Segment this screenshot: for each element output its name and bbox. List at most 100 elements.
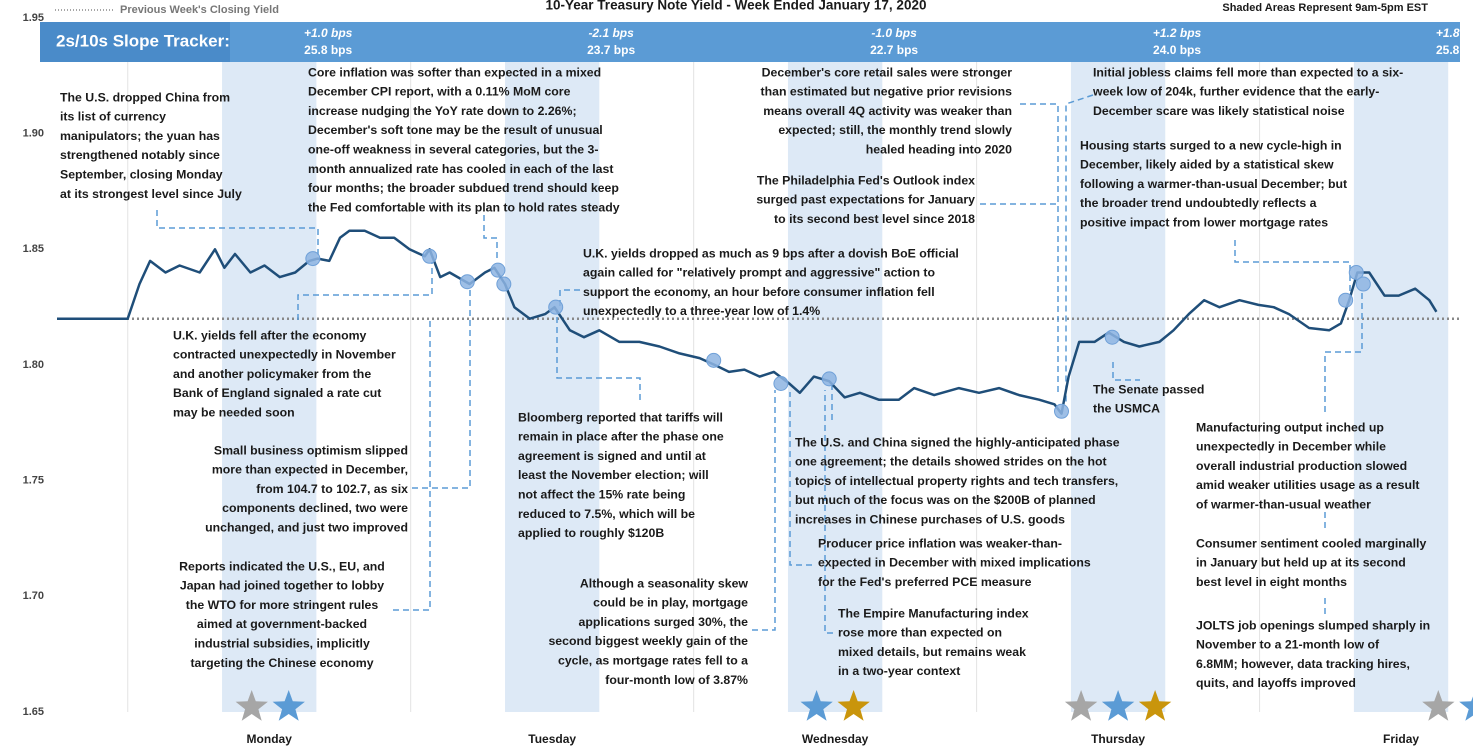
event-point <box>496 276 512 292</box>
foreground-layer: Monday +1.0 bps 25.8 bps Tuesday -2.1 bps 23.… <box>23 9 1473 746</box>
annotation-line: more than expected in December, <box>212 463 408 477</box>
annotation-line: for the Fed's preferred PCE measure <box>818 575 1032 589</box>
event-point <box>459 274 475 290</box>
annotation-line: could be in play, mortgage <box>593 596 748 610</box>
annotation-line: week low of 204k, further evidence that … <box>1092 85 1379 99</box>
annotation-line: Producer price inflation was weaker-than… <box>818 536 1062 550</box>
annotation-line: not affect the 15% rate being <box>518 487 685 501</box>
annotation-line: Consumer sentiment cooled marginally <box>1196 536 1426 550</box>
annotation-line: Japan had joined together to lobby <box>180 579 384 593</box>
annotation-line: to its second best level since 2018 <box>774 212 975 226</box>
star <box>1138 690 1172 721</box>
leader-line <box>789 392 812 566</box>
annotation-line: Bloomberg reported that tariffs will <box>518 410 723 424</box>
annotation-line: Initial jobless claims fell more than ex… <box>1093 65 1403 79</box>
star <box>1422 690 1455 721</box>
annotation-line: increase nudging the YoY rate down to 2.… <box>308 104 577 118</box>
y-tick-label: 1.90 <box>23 128 44 140</box>
annotation-line: Housing starts surged to a new cycle-hig… <box>1080 138 1342 152</box>
event-point <box>548 299 564 315</box>
leader-line <box>297 262 433 320</box>
annotation-line: increases in Chinese purchases of U.S. g… <box>795 512 1065 526</box>
annotation-line: JOLTS job openings slumped sharply in <box>1196 618 1430 632</box>
annotation-line: means overall 4Q activity was weaker tha… <box>763 104 1012 118</box>
annotation-line: four-month low of 3.87% <box>605 673 748 687</box>
leader-line <box>824 390 833 634</box>
slope-change: +1.8 bps <box>1436 26 1473 40</box>
chart-title: 10-Year Treasury Note Yield - Week Ended… <box>546 0 927 13</box>
annotation-line: positive impact from lower mortgage rate… <box>1080 215 1328 229</box>
annotation-line: manipulators; the yuan has <box>60 129 220 143</box>
annotation-line: one-off weakness in several categories, … <box>308 142 598 156</box>
annotation-line: may be needed soon <box>173 405 295 419</box>
annotation-line: September, closing Monday <box>60 167 223 181</box>
annotation-line: mixed details, but remains weak <box>838 645 1026 659</box>
annotation-line: quits, and layoffs improved <box>1196 676 1356 690</box>
annotation-line: unexpectedly in December while <box>1196 440 1386 454</box>
annotation-line: at its strongest level since July <box>60 187 242 201</box>
annotation-line: in January but held up at its second <box>1196 556 1406 570</box>
leader-line <box>1234 240 1351 292</box>
annotation-line: December scare was likely statistical no… <box>1093 104 1345 118</box>
leader-line <box>1112 362 1140 381</box>
session-shading <box>222 22 317 712</box>
annotation-line: topics of intellectual property rights a… <box>795 474 1118 488</box>
event-point <box>1338 292 1354 308</box>
annotation-line: rose more than expected on <box>838 626 1002 640</box>
annotation-line: in a two-year context <box>838 664 960 678</box>
leader-line <box>1020 103 1059 395</box>
annotation-line: surged past expectations for January <box>756 193 975 207</box>
y-tick-label: 1.80 <box>23 359 44 371</box>
star <box>837 690 870 721</box>
event-point <box>490 262 506 278</box>
annotation-line: second biggest weekly gain of the <box>548 634 748 648</box>
annotation-line: of warmer-than-usual weather <box>1196 497 1371 511</box>
event-point <box>305 251 321 267</box>
annotation-line: components declined, two were <box>222 501 408 515</box>
annotation-line: amid weaker utilities usage as a result <box>1196 478 1420 492</box>
annotation-line: strengthened notably since <box>60 148 220 162</box>
annotation-line: Reports indicated the U.S., EU, and <box>179 559 385 573</box>
slope-change: +1.0 bps <box>304 26 353 40</box>
tracker-label: 2s/10s Slope Tracker: <box>56 31 230 50</box>
annotation-line: best level in eight months <box>1196 575 1347 589</box>
annotation-line: the USMCA <box>1093 402 1160 416</box>
annotation-line: remain in place after the phase one <box>518 430 724 444</box>
slope-change: -2.1 bps <box>588 26 634 40</box>
annotation-line: but much of the focus was on the $200B o… <box>795 493 1096 507</box>
slope-level: 25.8 bps <box>1436 43 1473 57</box>
event-point <box>422 248 438 264</box>
annotation-line: contracted unexpectedly in November <box>173 348 396 362</box>
session-shading <box>1353 22 1449 712</box>
annotation-line: month annualized rate has cooled in each… <box>308 162 613 176</box>
session-shading <box>787 22 883 712</box>
slope-level: 25.8 bps <box>304 43 352 57</box>
annotation-line: Bank of England signaled a rate cut <box>173 386 381 400</box>
annotation-line: U.K. yields dropped as much as 9 bps aft… <box>583 246 959 260</box>
annotation-line: U.K. yields fell after the economy <box>173 328 367 342</box>
day-label: Monday <box>247 732 293 746</box>
annotation-line: agreement is signed and until at <box>518 449 706 463</box>
annotation-line: the WTO for more stringent rules <box>186 598 379 612</box>
slope-change: -1.0 bps <box>871 26 917 40</box>
annotation-line: Although a seasonality skew <box>580 576 749 590</box>
annotation-line: The U.S. dropped China from <box>60 90 230 104</box>
annotation-line: its list of currency <box>60 110 166 124</box>
annotation-line: aimed at government-backed <box>197 617 367 631</box>
annotation-line: November to a 21-month low of <box>1196 638 1380 652</box>
event-point <box>1355 276 1371 292</box>
slope-level: 24.0 bps <box>1153 43 1201 57</box>
annotation-line: Small business optimism slipped <box>214 443 408 457</box>
y-tick-label: 1.85 <box>23 243 44 255</box>
annotation-line: The Empire Manufacturing index <box>838 606 1029 620</box>
tracker-label-box <box>40 22 230 62</box>
annotation-line: following a warmer-than-usual December; … <box>1080 177 1347 191</box>
reference-legend-label: Previous Week's Closing Yield <box>120 4 279 16</box>
session-shading <box>1070 22 1166 712</box>
annotation-line: from 104.7 to 102.7, as six <box>256 482 408 496</box>
annotation-line: targeting the Chinese economy <box>190 656 373 670</box>
annotation-line: The Philadelphia Fed's Outlook index <box>757 173 975 187</box>
y-tick-label: 1.70 <box>23 590 44 602</box>
background-layer <box>57 22 1460 712</box>
annotation-line: one agreement; the details showed stride… <box>795 455 1107 469</box>
